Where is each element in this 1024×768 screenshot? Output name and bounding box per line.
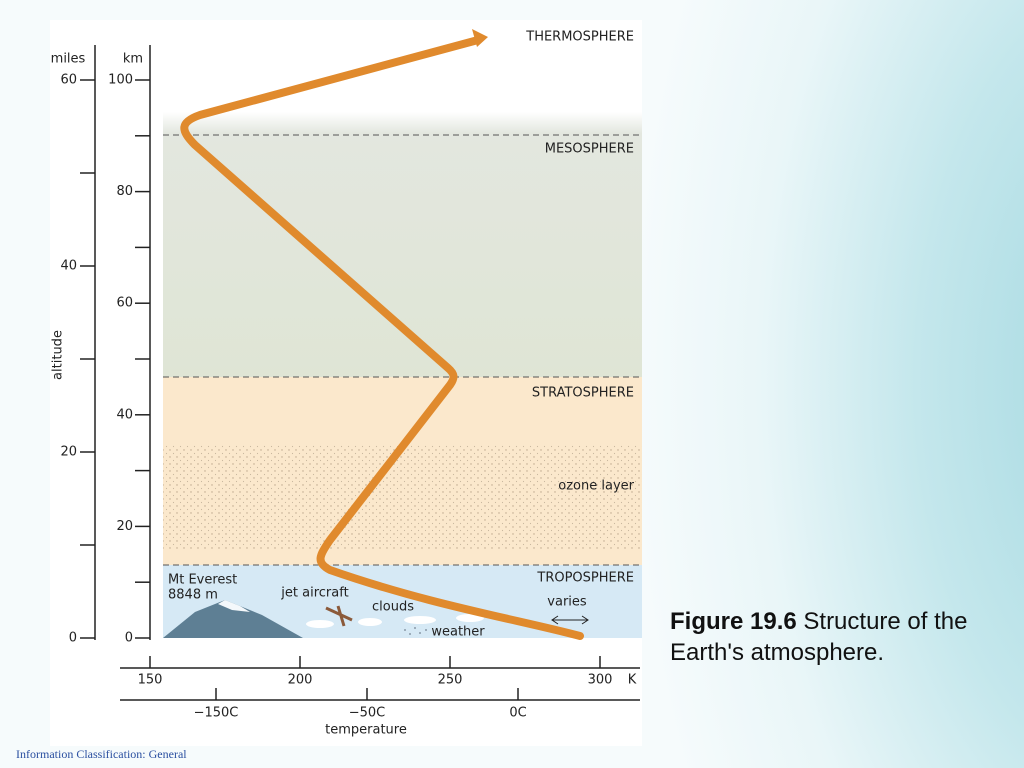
km-tick-label: 0 [125, 631, 133, 646]
clouds-label: clouds [372, 600, 414, 615]
caption: Figure 19.6 Structure of the Earth's atm… [670, 606, 990, 668]
jet-label: jet aircraft [280, 586, 348, 601]
km-tick-label: 100 [108, 73, 133, 88]
caption-text: Structure of the Earth's atmosphere. [670, 608, 968, 666]
ozone-label: ozone layer [558, 479, 634, 494]
celsius-tick-label: −50C [349, 706, 386, 721]
kelvin-tick-label: 300 [588, 673, 613, 688]
km-tick-label: 40 [116, 407, 133, 422]
arrowhead [472, 29, 488, 47]
axis-lines [94, 45, 640, 701]
plane [325, 605, 353, 627]
km-tick-label: 20 [116, 519, 133, 534]
celsius-tick-label: −150C [194, 706, 239, 721]
layer-label: TROPOSPHERE [536, 571, 634, 586]
ozone-band [163, 445, 642, 550]
everest-height: 8848 m [168, 588, 218, 603]
temperature-label: temperature [325, 723, 407, 738]
everest-label: Mt Everest [168, 573, 237, 588]
layer-label: STRATOSPHERE [532, 386, 634, 401]
km-tick-label: 60 [116, 296, 133, 311]
celsius-tick-label: 0C [509, 706, 526, 721]
miles-tick-label: 40 [60, 259, 77, 274]
weather-label: weather [431, 625, 485, 640]
temperature-curve [180, 36, 584, 640]
kelvin-tick-label: 150 [138, 673, 163, 688]
km-label: km [123, 52, 143, 67]
miles-tick-label: 0 [69, 631, 77, 646]
caption-number: Figure 19.6 [670, 608, 797, 635]
layer-label: MESOSPHERE [545, 142, 634, 157]
kelvin-tick-label: 250 [438, 673, 463, 688]
km-tick-label: 80 [116, 184, 133, 199]
layer-label: THERMOSPHERE [525, 30, 634, 45]
ticks [80, 79, 601, 700]
rain [404, 627, 427, 635]
miles-label: miles [51, 52, 86, 67]
footer: Information Classification: General [16, 747, 187, 761]
clouds-shape [306, 614, 484, 628]
snow [218, 600, 250, 612]
miles-tick-label: 60 [60, 73, 77, 88]
miles-tick-label: 20 [60, 445, 77, 460]
mountain [163, 600, 303, 638]
altitude-label: altitude [51, 330, 66, 380]
kelvin-tick-label: 200 [288, 673, 313, 688]
varies-arrow [551, 615, 589, 625]
figure: miles km altitude K temperature THERMOSP… [50, 20, 642, 746]
varies-label: varies [547, 595, 587, 610]
kelvin-unit: K [628, 673, 637, 688]
